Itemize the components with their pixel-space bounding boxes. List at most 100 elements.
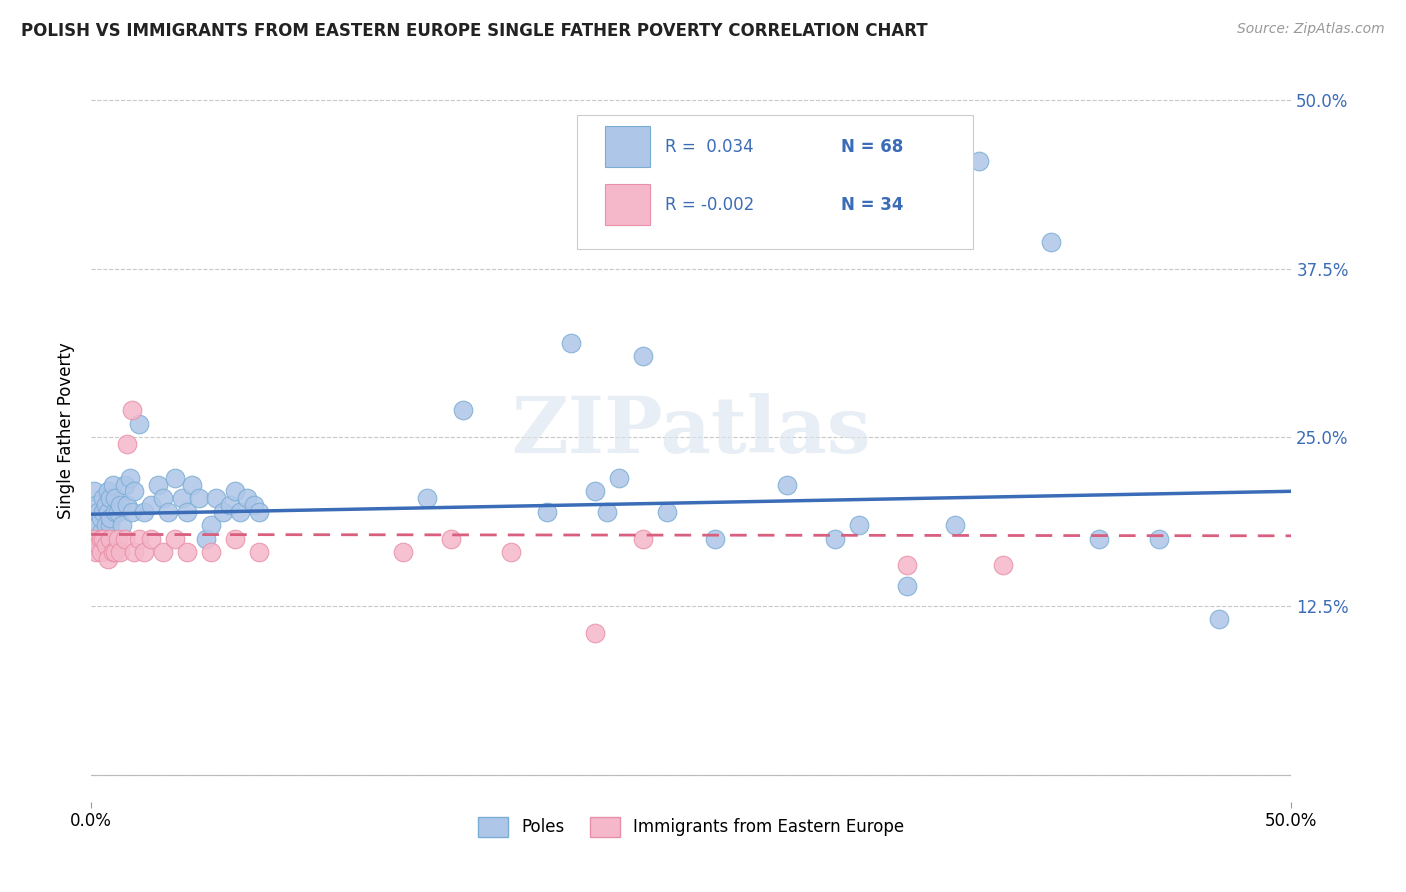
Point	[111, 518, 134, 533]
Point	[176, 545, 198, 559]
Point	[607, 471, 630, 485]
Point	[224, 532, 246, 546]
Point	[90, 511, 112, 525]
Point	[114, 477, 136, 491]
Point	[181, 477, 204, 491]
Point	[392, 545, 415, 559]
Point	[243, 498, 266, 512]
Point	[94, 498, 117, 512]
Point	[87, 504, 110, 518]
Legend: Poles, Immigrants from Eastern Europe: Poles, Immigrants from Eastern Europe	[470, 808, 912, 846]
Point	[90, 532, 112, 546]
Point	[200, 545, 222, 559]
Text: ZIPatlas: ZIPatlas	[512, 392, 872, 468]
Point	[165, 471, 187, 485]
Point	[114, 532, 136, 546]
FancyBboxPatch shape	[605, 127, 651, 167]
Point	[1149, 532, 1171, 546]
Point	[97, 551, 120, 566]
Point	[596, 504, 619, 518]
Point	[91, 532, 114, 546]
Text: POLISH VS IMMIGRANTS FROM EASTERN EUROPE SINGLE FATHER POVERTY CORRELATION CHART: POLISH VS IMMIGRANTS FROM EASTERN EUROPE…	[21, 22, 928, 40]
Point	[212, 504, 235, 518]
Point	[156, 504, 179, 518]
Point	[848, 518, 870, 533]
Point	[205, 491, 228, 505]
Point	[104, 545, 127, 559]
Point	[176, 504, 198, 518]
Point	[94, 518, 117, 533]
Point	[1208, 612, 1230, 626]
Point	[536, 504, 558, 518]
Point	[993, 558, 1015, 573]
Point	[152, 491, 174, 505]
Point	[98, 532, 121, 546]
Point	[101, 477, 124, 491]
Text: N = 34: N = 34	[841, 195, 904, 214]
Point	[83, 532, 105, 546]
Point	[896, 558, 918, 573]
Point	[124, 484, 146, 499]
Point	[188, 491, 211, 505]
Point	[128, 532, 150, 546]
Point	[219, 498, 242, 512]
Point	[83, 484, 105, 499]
Point	[115, 498, 138, 512]
Text: Source: ZipAtlas.com: Source: ZipAtlas.com	[1237, 22, 1385, 37]
Point	[121, 403, 143, 417]
Point	[896, 579, 918, 593]
Point	[128, 417, 150, 431]
Point	[657, 504, 679, 518]
Point	[91, 491, 114, 505]
Text: R = -0.002: R = -0.002	[665, 195, 754, 214]
Point	[98, 511, 121, 525]
Point	[87, 538, 110, 552]
Point	[583, 626, 606, 640]
Point	[229, 504, 252, 518]
Point	[969, 153, 991, 168]
FancyBboxPatch shape	[578, 115, 973, 249]
Point	[108, 545, 131, 559]
Point	[440, 532, 463, 546]
FancyBboxPatch shape	[605, 185, 651, 225]
Point	[124, 545, 146, 559]
Point	[94, 538, 117, 552]
Point	[84, 545, 107, 559]
Point	[943, 518, 966, 533]
Y-axis label: Single Father Poverty: Single Father Poverty	[58, 343, 75, 519]
Point	[1088, 532, 1111, 546]
Point	[97, 484, 120, 499]
Point	[115, 437, 138, 451]
Point	[704, 532, 727, 546]
Point	[200, 518, 222, 533]
Point	[631, 350, 654, 364]
Point	[583, 484, 606, 499]
Point	[141, 532, 163, 546]
Point	[90, 545, 112, 559]
Point	[631, 532, 654, 546]
Point	[501, 545, 523, 559]
Point	[224, 484, 246, 499]
Point	[776, 477, 799, 491]
Text: N = 68: N = 68	[841, 137, 904, 156]
Point	[141, 498, 163, 512]
Point	[101, 545, 124, 559]
Point	[416, 491, 439, 505]
Point	[98, 491, 121, 505]
Point	[104, 491, 127, 505]
Point	[247, 504, 270, 518]
Point	[172, 491, 194, 505]
Point	[148, 477, 170, 491]
Text: R =  0.034: R = 0.034	[665, 137, 754, 156]
Point	[195, 532, 218, 546]
Point	[152, 545, 174, 559]
Point	[84, 498, 107, 512]
Point	[121, 504, 143, 518]
Point	[824, 532, 846, 546]
Point	[108, 498, 131, 512]
Point	[90, 524, 112, 539]
Point	[118, 471, 141, 485]
Point	[91, 532, 114, 546]
Point	[104, 504, 127, 518]
Point	[560, 335, 582, 350]
